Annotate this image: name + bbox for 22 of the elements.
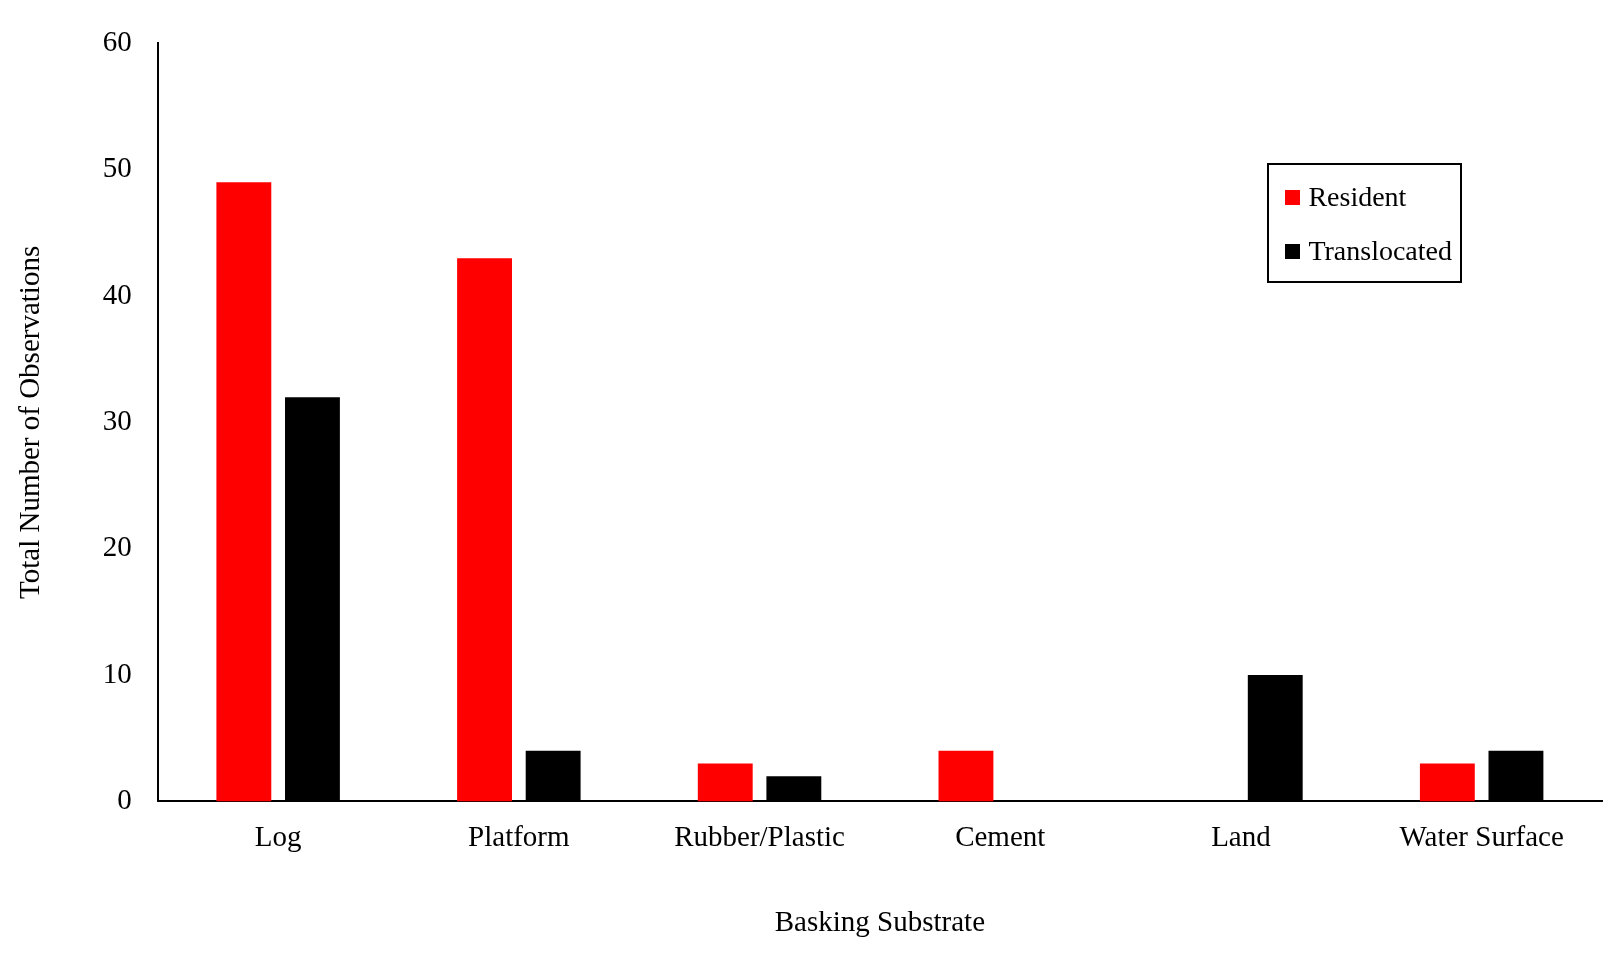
bar <box>457 258 512 802</box>
y-tick-label: 50 <box>102 151 132 184</box>
y-tick-label: 40 <box>102 277 132 310</box>
x-tick-label: Platform <box>468 820 571 853</box>
y-tick-label: 60 <box>102 25 132 58</box>
y-tick-label: 0 <box>117 783 132 816</box>
x-axis-title: Basking Substrate <box>774 905 986 938</box>
legend-label: Translocated <box>1308 235 1452 268</box>
x-tick-label: Water Surface <box>1399 820 1564 853</box>
y-tick-label: 10 <box>102 656 132 689</box>
x-tick-label: Log <box>254 820 302 853</box>
x-tick-label: Land <box>1211 820 1272 853</box>
legend-label: Resident <box>1308 181 1407 214</box>
x-tick-label: Cement <box>955 820 1046 853</box>
bar <box>216 182 272 802</box>
y-axis-title: Total Number of Observations <box>13 245 46 599</box>
x-tick-label: Rubber/Plastic <box>674 820 845 853</box>
bar <box>1419 763 1475 802</box>
y-tick-label: 20 <box>102 530 132 563</box>
y-tick-label: 30 <box>102 404 132 437</box>
bar <box>938 750 994 802</box>
bar <box>697 763 753 802</box>
